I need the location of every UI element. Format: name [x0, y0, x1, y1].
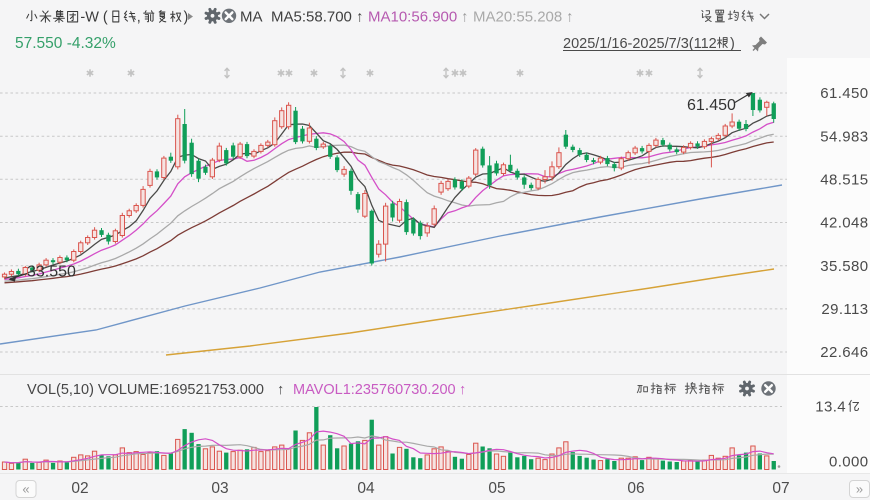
svg-text:04: 04 — [357, 480, 375, 497]
svg-text:MA5:58.700: MA5:58.700 — [271, 9, 352, 26]
svg-text:57.550 -4.32%: 57.550 -4.32% — [15, 35, 116, 52]
svg-text:): ) — [184, 10, 189, 26]
svg-text:03: 03 — [211, 480, 228, 497]
svg-text:↑: ↑ — [356, 9, 364, 26]
svg-text:33.550: 33.550 — [27, 264, 76, 281]
svg-text:,: , — [137, 10, 141, 26]
svg-text:MA10:56.900: MA10:56.900 — [368, 9, 457, 26]
svg-text:-W (: -W ( — [80, 10, 108, 26]
svg-text:29.113: 29.113 — [821, 301, 868, 318]
svg-text:06: 06 — [627, 480, 644, 497]
svg-text:61.450: 61.450 — [820, 85, 868, 102]
svg-text:35.580: 35.580 — [820, 258, 868, 275]
svg-text:48.515: 48.515 — [820, 172, 868, 189]
svg-text:↑: ↑ — [277, 382, 284, 398]
svg-text:54.983: 54.983 — [820, 128, 868, 145]
svg-text:02: 02 — [71, 480, 88, 497]
svg-text:↑: ↑ — [461, 9, 469, 26]
svg-text:↑: ↑ — [459, 382, 466, 398]
svg-text:MAVOL1:235760730.200: MAVOL1:235760730.200 — [293, 382, 456, 398]
svg-text:«: « — [22, 482, 29, 497]
svg-text:61.450: 61.450 — [687, 97, 736, 114]
svg-text:05: 05 — [488, 480, 505, 497]
svg-text:22.646: 22.646 — [820, 344, 868, 361]
svg-text:VOL(5,10) VOLUME:169521753.00: VOL(5,10) VOLUME:169521753.000 — [27, 382, 264, 398]
svg-text:2025/1/16-2025/7/3(112: 2025/1/16-2025/7/3(112 — [563, 36, 717, 52]
svg-text:): ) — [730, 36, 735, 52]
svg-text:07: 07 — [772, 480, 789, 497]
svg-text:MA: MA — [240, 9, 263, 26]
svg-text:13.4: 13.4 — [815, 399, 846, 416]
svg-text:»: » — [856, 482, 863, 497]
svg-text:↑: ↑ — [566, 9, 574, 26]
svg-text:0.000: 0.000 — [829, 454, 869, 471]
svg-text:MA20:55.208: MA20:55.208 — [473, 9, 562, 26]
svg-text:42.048: 42.048 — [820, 215, 868, 232]
